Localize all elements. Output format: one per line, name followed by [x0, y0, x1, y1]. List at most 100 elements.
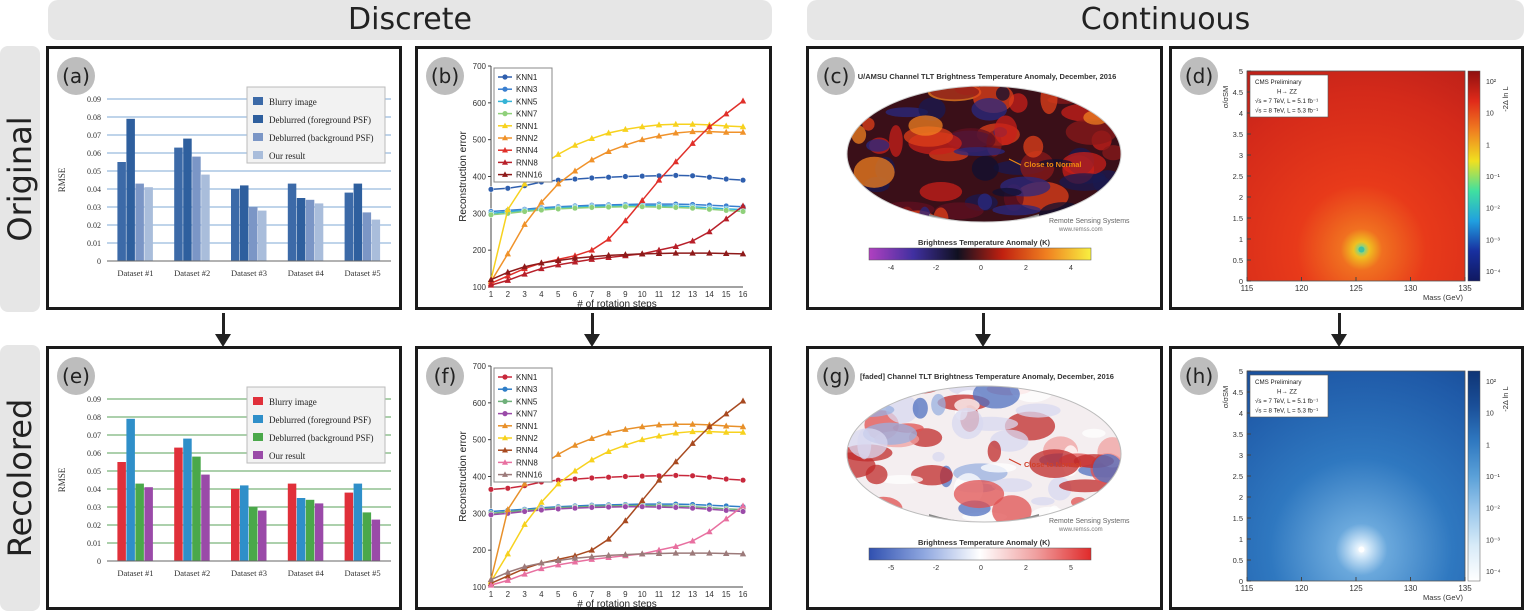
x-tick-label: 16 [739, 290, 748, 299]
bar [258, 510, 267, 561]
legend-swatch [253, 97, 263, 105]
x-tick-label: 10 [638, 590, 647, 599]
data-point [739, 477, 747, 484]
y-tick-label: 0.01 [87, 239, 101, 248]
legend-line: √s = 8 TeV, L = 5.3 fb⁻¹ [1255, 108, 1318, 115]
annotation-arrow [1008, 158, 1022, 166]
panel-g-map: (g) [faded] Channel TLT Brightness Tempe… [806, 346, 1163, 610]
data-point [504, 506, 511, 513]
legend-label: Deblurred (background PSF) [269, 433, 373, 443]
data-point [739, 508, 747, 515]
data-point [521, 208, 528, 215]
data-point [605, 235, 612, 242]
anomaly-blob [971, 155, 999, 181]
data-point [504, 185, 511, 192]
anomaly-blob [1058, 479, 1112, 493]
legend-label: Blurry image [269, 397, 317, 407]
legend-swatch [253, 397, 263, 405]
y-tick-label: 0.07 [87, 131, 101, 140]
y-tick-label: 100 [473, 583, 487, 592]
legend-label: Deblurred (foreground PSF) [269, 415, 371, 425]
x-tick-label: Dataset #5 [345, 268, 381, 278]
data-point [672, 242, 679, 249]
panel-label: (c) [817, 57, 855, 95]
colorbar-tick: 10⁻² [1486, 506, 1500, 513]
data-point [571, 441, 579, 448]
bar [287, 483, 297, 561]
data-point [639, 203, 646, 210]
data-point [504, 268, 511, 275]
bar [287, 183, 297, 261]
legend-line: H→ ZZ [1277, 89, 1297, 96]
data-point [588, 474, 595, 482]
data-point [655, 121, 663, 128]
legend-swatch [253, 451, 263, 459]
y-tick-label: 1.5 [1233, 214, 1243, 223]
anomaly-blob [1082, 428, 1106, 438]
series-line [490, 203, 744, 213]
data-point [555, 150, 562, 157]
colorbar-tick: -2 [933, 565, 939, 572]
anomaly-blob [857, 512, 898, 522]
colorbar-tick: 2 [1024, 265, 1028, 272]
bar [231, 489, 240, 561]
data-point [655, 249, 663, 256]
data-point [655, 421, 663, 428]
data-point [739, 428, 747, 435]
y-tick-label: 0.06 [87, 449, 101, 458]
data-point [571, 558, 579, 565]
data-point [538, 265, 545, 272]
x-tick-label: Dataset #1 [117, 568, 153, 578]
y-tick-label: 3.5 [1233, 430, 1243, 439]
data-point [487, 281, 495, 288]
data-point [521, 263, 528, 270]
data-point [571, 505, 579, 512]
data-point [672, 472, 679, 479]
legend-marker [502, 171, 508, 177]
data-point [739, 397, 747, 404]
panel-label: (g) [817, 357, 855, 395]
y-tick-label: 4.5 [1233, 88, 1243, 97]
panel-d-heatmap: (d) 115 120 125 130 135 0 0.5 1 1.5 2 2.5 3 3.5 4 4.5 5… [1169, 46, 1524, 310]
bar [362, 512, 372, 561]
map-annotation: Close to Normal [1024, 160, 1082, 169]
map-title: [faded] Channel TLT Brightness Temperatu… [860, 372, 1114, 381]
bar [192, 456, 201, 561]
anomaly-blob [1091, 386, 1112, 410]
data-point [672, 504, 679, 511]
x-tick-label: 5 [556, 290, 561, 299]
x-axis-label: # of rotation steps [577, 599, 657, 607]
legend-marker [502, 74, 508, 80]
legend-marker [502, 374, 508, 380]
bar [249, 207, 258, 261]
legend-marker [502, 471, 508, 477]
legend-box [246, 386, 386, 464]
bar [144, 487, 153, 561]
data-point [689, 549, 696, 556]
anomaly-blob [919, 182, 963, 202]
colorbar-tick: -4 [888, 265, 894, 272]
data-point [555, 261, 562, 268]
legend-label: RNN1 [516, 422, 538, 431]
data-point [739, 177, 747, 184]
colorbar-tick: -2 [933, 265, 939, 272]
legend-label: Blurry image [269, 97, 317, 107]
bar [314, 203, 324, 261]
y-tick-label: 2 [1239, 493, 1243, 502]
anomaly-blob [1040, 86, 1058, 115]
x-tick-label: Dataset #3 [231, 568, 267, 578]
legend-marker [502, 122, 508, 129]
data-point [521, 270, 528, 277]
data-point [706, 174, 713, 181]
data-point [655, 546, 663, 553]
data-point [639, 436, 646, 443]
data-point [672, 429, 679, 436]
legend-label: RNN8 [516, 158, 538, 167]
series-line [490, 400, 744, 585]
bar [296, 498, 306, 561]
legend-label: KNN1 [516, 73, 538, 82]
data-point [588, 204, 595, 211]
x-tick-label: 14 [705, 590, 714, 599]
anomaly-blob [1020, 151, 1055, 183]
data-point [622, 425, 629, 432]
